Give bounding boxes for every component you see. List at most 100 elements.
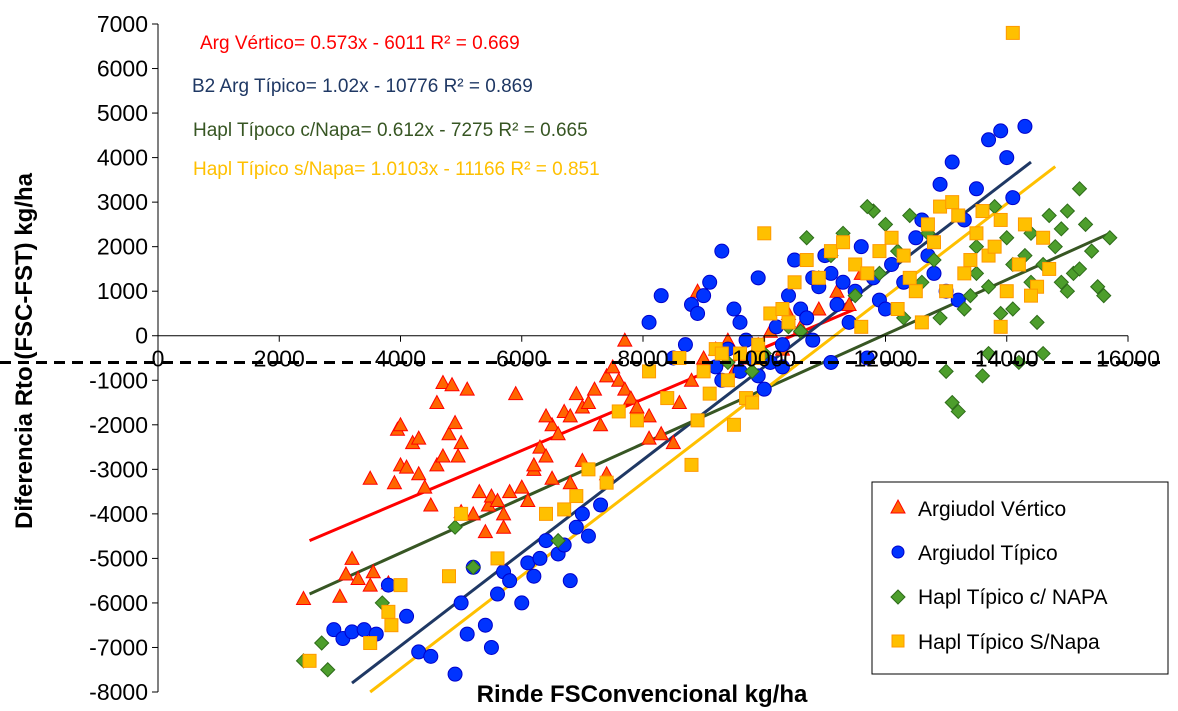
point-hapl-c-napa — [798, 230, 815, 246]
point-hapl-s-napa — [557, 502, 572, 517]
point-hapl-s-napa — [860, 266, 875, 281]
point-argiudol-vertico — [616, 381, 633, 396]
y-tick-label: 0 — [135, 323, 148, 349]
x-tick-label: 16000 — [1096, 346, 1160, 372]
point-hapl-c-napa — [902, 207, 918, 224]
point-hapl-s-napa — [920, 217, 935, 232]
point-hapl-s-napa — [629, 413, 644, 428]
point-argiudol-vertico — [447, 414, 463, 430]
point-argiudol-vertico — [538, 407, 554, 423]
y-tick-label: 5000 — [97, 100, 148, 126]
point-hapl-c-napa — [974, 368, 991, 384]
point-argiudol-vertico — [392, 416, 409, 432]
point-hapl-s-napa — [1005, 25, 1020, 40]
point-argiudol-vertico — [429, 394, 445, 410]
point-argiudol-vertico — [604, 358, 621, 374]
point-argiudol-vertico — [410, 430, 427, 445]
point-argiudol-tipico — [950, 292, 966, 308]
point-hapl-s-napa — [720, 373, 735, 388]
point-hapl-s-napa — [799, 253, 814, 268]
point-hapl-c-napa — [465, 559, 481, 576]
point-hapl-c-napa — [1071, 181, 1088, 197]
point-argiudol-vertico — [562, 407, 579, 423]
trend-line-2 — [308, 231, 1111, 596]
point-argiudol-tipico — [399, 608, 415, 624]
point-argiudol-tipico — [835, 274, 851, 290]
point-hapl-c-napa — [944, 394, 960, 411]
point-argiudol-tipico — [447, 666, 463, 682]
trend-line-3 — [369, 165, 1057, 694]
point-hapl-s-napa — [660, 391, 675, 406]
point-argiudol-vertico — [332, 588, 348, 603]
legend-item-argiudol-tipico: Argiudol Típico — [891, 542, 1058, 565]
legend: Argiudol Vértico Argiudol Típico Hapl Tí… — [871, 481, 1169, 675]
point-argiudol-vertico — [683, 372, 700, 387]
point-hapl-s-napa — [393, 578, 408, 593]
point-argiudol-tipico — [490, 586, 505, 602]
x-tick-label: 10000 — [732, 346, 796, 372]
point-argiudol-vertico — [350, 570, 366, 585]
point-hapl-s-napa — [854, 319, 869, 334]
plot-area: 0 2000 4000 6000 8000 10000 12000 14000 16000 70… — [0, 11, 1160, 705]
equation-hapl-s-napa: Hapl Típico s/Napa= 1.0103x - 11166 R² =… — [193, 159, 600, 180]
point-hapl-s-napa — [381, 604, 396, 619]
point-argiudol-tipico — [653, 288, 669, 304]
point-argiudol-vertico — [453, 434, 469, 450]
point-hapl-s-napa — [969, 226, 984, 241]
point-hapl-s-napa — [908, 284, 923, 299]
point-argiudol-tipico — [926, 265, 942, 281]
point-argiudol-tipico — [477, 617, 493, 633]
trendline-equations: Arg Vértico= 0.573x - 6011 R² = 0.669 B2… — [192, 33, 600, 180]
point-hapl-c-napa — [1089, 279, 1106, 295]
point-argiudol-vertico — [841, 296, 857, 312]
point-argiudol-vertico — [580, 394, 597, 410]
point-argiudol-vertico — [477, 523, 494, 539]
point-argiudol-vertico — [416, 479, 433, 494]
point-hapl-s-napa — [611, 404, 626, 419]
point-hapl-s-napa — [884, 230, 899, 245]
point-hapl-s-napa — [939, 284, 954, 299]
point-argiudol-vertico — [386, 474, 403, 490]
point-argiudol-tipico — [726, 301, 742, 317]
y-tick-label: 7000 — [97, 11, 148, 37]
point-argiudol-vertico — [519, 492, 536, 508]
y-tick-label: -1000 — [89, 367, 148, 393]
point-argiudol-tipico — [829, 297, 845, 313]
equation-hapl-c-napa: Hapl Típoco c/Napa= 0.612x - 7275 R² = 0… — [193, 120, 588, 141]
y-tick-label: 4000 — [97, 145, 148, 171]
point-argiudol-vertico — [501, 483, 518, 499]
point-hapl-c-napa — [999, 230, 1015, 246]
point-hapl-c-napa — [877, 216, 894, 233]
point-argiudol-tipico — [344, 624, 360, 640]
y-tick-label: -3000 — [89, 456, 148, 482]
point-argiudol-vertico — [586, 381, 603, 396]
point-argiudol-tipico — [805, 332, 821, 348]
point-argiudol-vertico — [362, 577, 379, 592]
point-hapl-s-napa — [781, 315, 796, 330]
point-argiudol-tipico — [580, 528, 596, 544]
y-axis-ticks: 7000 6000 5000 4000 3000 2000 1000 0 -1000 -2000 -… — [89, 11, 158, 705]
point-argiudol-vertico — [398, 459, 415, 474]
point-argiudol-vertico — [365, 563, 382, 579]
point-argiudol-tipico — [690, 305, 706, 321]
point-hapl-c-napa — [1005, 301, 1021, 317]
point-argiudol-vertico — [429, 456, 445, 472]
point-argiudol-vertico — [665, 434, 682, 450]
point-hapl-s-napa — [963, 253, 978, 268]
y-tick-label: -8000 — [89, 679, 148, 705]
point-argiudol-tipico — [853, 239, 869, 255]
point-argiudol-vertico — [610, 372, 627, 387]
point-hapl-c-napa — [1077, 216, 1094, 233]
point-argiudol-tipico — [799, 310, 815, 326]
y-tick-label: 2000 — [97, 234, 148, 260]
point-argiudol-vertico — [544, 416, 560, 432]
y-tick-label: -5000 — [89, 545, 148, 571]
point-hapl-s-napa — [890, 302, 905, 317]
point-hapl-s-napa — [702, 386, 717, 401]
point-argiudol-tipico — [459, 626, 475, 642]
point-hapl-c-napa — [1096, 287, 1112, 304]
point-hapl-c-napa — [926, 252, 942, 268]
x-tick-label: 12000 — [854, 346, 918, 372]
point-argiudol-tipico — [932, 176, 948, 192]
point-hapl-c-napa — [950, 403, 966, 420]
